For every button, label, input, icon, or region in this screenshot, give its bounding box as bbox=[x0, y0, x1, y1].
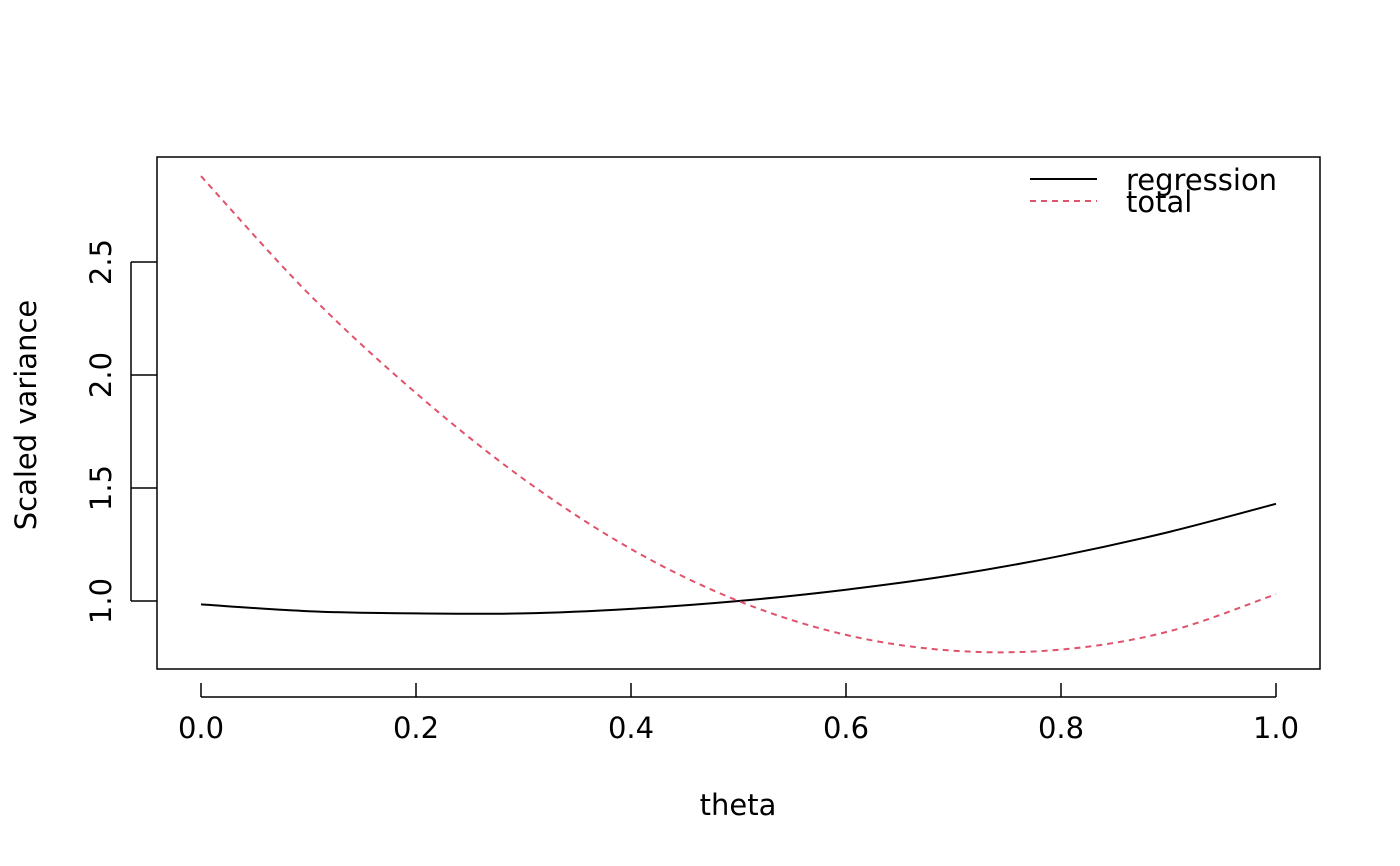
x-tick-label: 0.2 bbox=[393, 711, 439, 745]
x-tick-label: 1.0 bbox=[1253, 711, 1299, 745]
x-tick-label: 0.0 bbox=[178, 711, 224, 745]
legend-label-total: total bbox=[1126, 185, 1192, 219]
y-tick-label: 1.0 bbox=[84, 578, 118, 624]
y-axis-label: Scaled variance bbox=[9, 300, 43, 531]
y-axis: 1.0 1.5 2.0 2.5 bbox=[84, 239, 157, 624]
series-layer bbox=[200, 175, 1277, 654]
y-tick-label: 1.5 bbox=[84, 465, 118, 511]
x-axis-label: theta bbox=[700, 788, 777, 822]
y-tick-label: 2.5 bbox=[84, 239, 118, 285]
series-line-total bbox=[200, 175, 1277, 654]
x-tick-label: 0.6 bbox=[823, 711, 869, 745]
x-tick-label: 0.8 bbox=[1038, 711, 1084, 745]
x-tick-label: 0.4 bbox=[608, 711, 654, 745]
series-line-regression bbox=[200, 502, 1277, 615]
y-tick-label: 2.0 bbox=[84, 352, 118, 398]
plot-frame bbox=[156, 156, 1321, 670]
x-axis: 0.0 0.2 0.4 0.6 0.8 1.0 bbox=[178, 683, 1299, 745]
legend-label-regression: regression bbox=[1126, 163, 1277, 197]
